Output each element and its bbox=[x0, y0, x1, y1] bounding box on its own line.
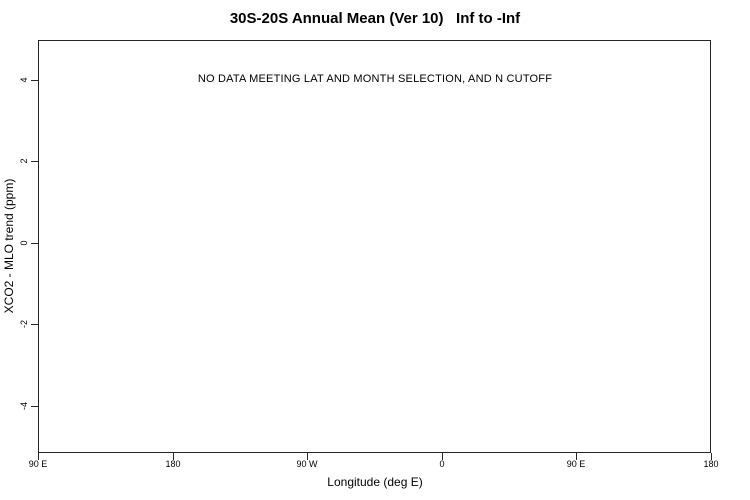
x-axis-tick bbox=[173, 453, 174, 460]
x-axis-tick bbox=[711, 453, 712, 460]
chart-title: 30S-20S Annual Mean (Ver 10) Inf to -Inf bbox=[229, 10, 521, 27]
y-axis-tick bbox=[31, 80, 38, 81]
x-axis-label: Longitude (deg E) bbox=[327, 475, 423, 489]
y-axis-label: XCO2 - MLO trend (ppm) bbox=[2, 178, 16, 314]
x-axis-tick bbox=[307, 453, 308, 460]
y-axis-tick-label: -4 bbox=[19, 401, 29, 411]
y-axis-tick bbox=[31, 243, 38, 244]
x-axis-tick-label: 180 bbox=[165, 459, 181, 469]
x-axis-tick-label: 90 E bbox=[28, 459, 48, 469]
plot-area bbox=[38, 40, 711, 453]
y-axis-tick bbox=[31, 161, 38, 162]
no-data-annotation: NO DATA MEETING LAT AND MONTH SELECTION,… bbox=[197, 73, 553, 85]
x-axis-tick-label: 90 E bbox=[566, 459, 586, 469]
y-axis-tick-label: 4 bbox=[19, 77, 29, 83]
y-axis-tick bbox=[31, 324, 38, 325]
y-axis-tick-label: -2 bbox=[19, 319, 29, 329]
x-axis-tick bbox=[576, 453, 577, 460]
x-axis-tick bbox=[442, 453, 443, 460]
x-axis-tick-label: 90 W bbox=[296, 459, 318, 469]
y-axis-tick-label: 0 bbox=[19, 240, 29, 246]
y-axis-tick bbox=[31, 406, 38, 407]
x-axis-tick bbox=[38, 453, 39, 460]
x-axis-tick-label: 0 bbox=[439, 459, 445, 469]
y-axis-tick-label: 2 bbox=[19, 158, 29, 164]
x-axis-tick-label: 180 bbox=[703, 459, 719, 469]
